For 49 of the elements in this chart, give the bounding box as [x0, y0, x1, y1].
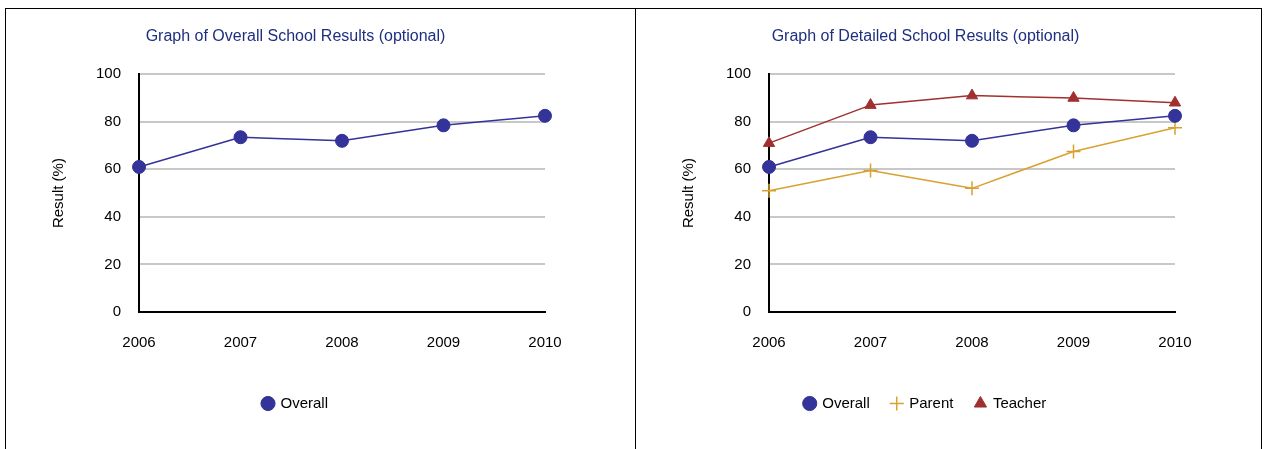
x-tick-label: 2010: [528, 333, 562, 351]
x-tick-label: 2007: [853, 333, 888, 351]
y-axis-title: Result (%): [49, 158, 67, 229]
point: [538, 108, 552, 123]
point: [1168, 95, 1182, 107]
chart-title: Graph of Overall School Results (optional): [145, 27, 446, 45]
y-axis-title: Result (%): [679, 158, 697, 229]
point: [436, 118, 451, 133]
point: [762, 136, 776, 147]
x-tick-label: 2010: [1158, 333, 1192, 351]
point: [762, 159, 777, 174]
legend-label: Overall: [822, 393, 870, 411]
y-tick-label: 100: [726, 64, 752, 82]
point: [864, 98, 877, 109]
y-tick-label: 60: [104, 159, 122, 177]
y-tick-label: 80: [734, 111, 752, 129]
x-tick-label: 2008: [325, 333, 359, 351]
y-tick-label: 0: [742, 302, 752, 320]
point: [1067, 90, 1080, 102]
x-tick-label: 2009: [426, 333, 461, 351]
point: [335, 133, 350, 148]
x-tick-label: 2008: [955, 333, 989, 351]
y-tick-label: 40: [104, 207, 122, 225]
legend-label: Teacher: [992, 393, 1047, 411]
y-tick-label: 40: [734, 207, 752, 225]
point: [761, 182, 777, 199]
y-tick-label: 80: [104, 111, 122, 129]
y-tick-label: 100: [96, 64, 122, 82]
point: [233, 130, 248, 145]
x-tick-label: 2006: [752, 333, 786, 351]
legend-label: Overall: [280, 393, 329, 411]
point: [965, 133, 980, 148]
point: [132, 159, 147, 174]
point: [1066, 118, 1081, 133]
legend-label: Parent: [909, 393, 955, 411]
point: [1065, 143, 1082, 160]
point: [964, 180, 980, 197]
y-tick-label: 20: [734, 254, 752, 272]
y-tick-label: 0: [112, 302, 122, 320]
point: [1168, 108, 1182, 123]
point: [862, 162, 879, 179]
y-tick-label: 60: [734, 159, 752, 177]
point: [965, 88, 979, 100]
chart-title: Graph of Detailed School Results (optional): [771, 27, 1080, 45]
x-tick-label: 2009: [1056, 333, 1091, 351]
x-tick-label: 2007: [223, 333, 258, 351]
point: [863, 130, 878, 145]
x-tick-label: 2006: [122, 333, 156, 351]
y-tick-label: 20: [104, 254, 122, 272]
